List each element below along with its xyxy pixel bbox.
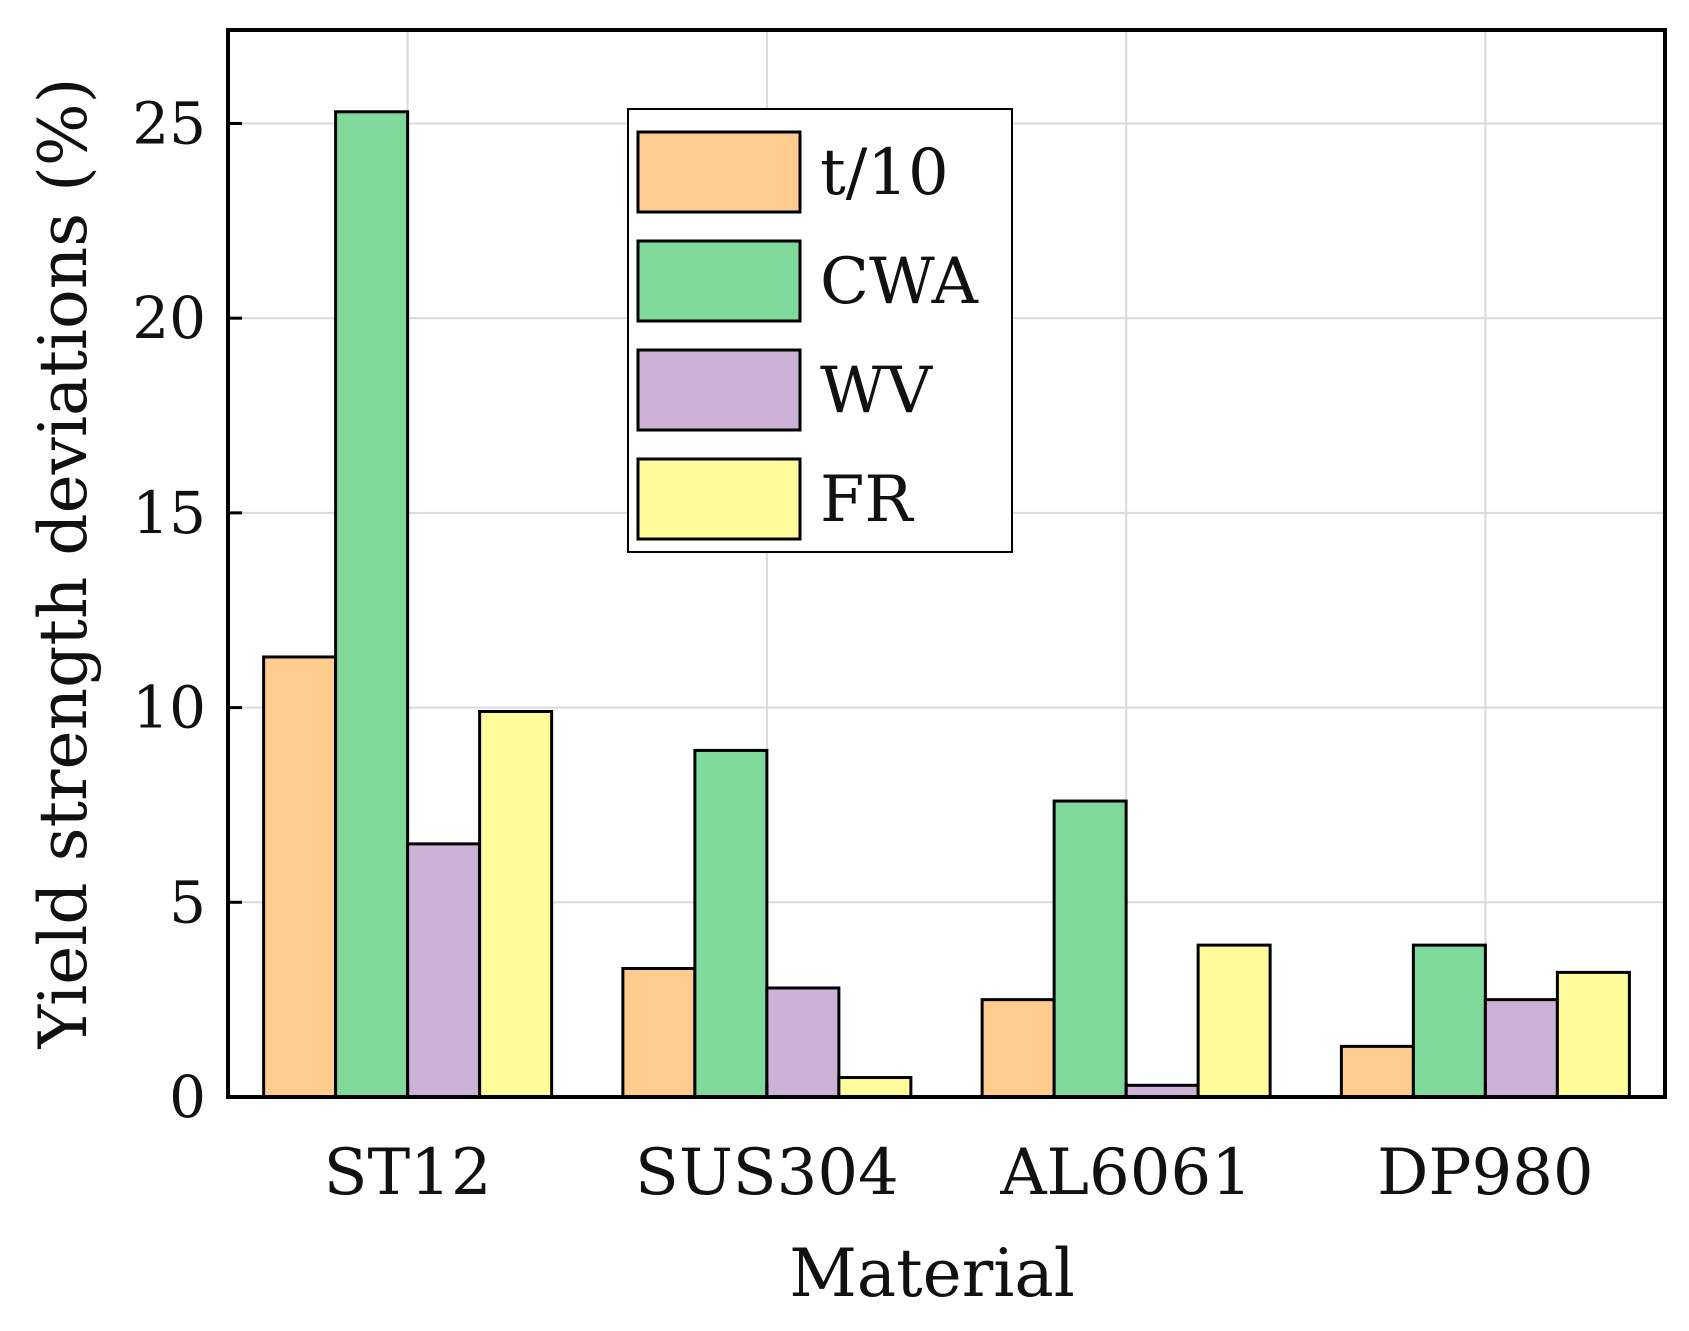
bar-dp980-wv xyxy=(1483,998,1559,1099)
x-tick-label-al6061: AL6061 xyxy=(999,1136,1252,1210)
bar-sus304-fr xyxy=(837,1076,913,1099)
legend: t/10 CWA WV FR xyxy=(627,108,1013,553)
bar-sus304-t-10 xyxy=(621,966,697,1099)
y-tick-label: 20 xyxy=(132,284,206,352)
legend-label-wv: WV xyxy=(820,354,934,428)
bar-al6061-cwa xyxy=(1052,799,1128,1099)
plot-frame xyxy=(226,28,1667,1099)
x-axis-ticks: ST12 SUS304 AL6061 DP980 xyxy=(324,1083,1594,1210)
y-axis-ticks: 0 5 10 15 20 25 xyxy=(132,89,242,1131)
y-tick-label: 15 xyxy=(132,479,206,547)
y-tick-label: 0 xyxy=(169,1063,206,1131)
x-tick-label-sus304: SUS304 xyxy=(635,1136,899,1210)
x-tick-label-dp980: DP980 xyxy=(1377,1136,1594,1210)
legend-swatch-t-10 xyxy=(636,130,802,214)
legend-swatch-cwa xyxy=(636,239,802,323)
bar-dp980-t-10 xyxy=(1339,1044,1415,1099)
bar-st12-t-10 xyxy=(262,655,338,1099)
x-axis-title: Material xyxy=(789,1235,1075,1312)
bar-st12-cwa xyxy=(334,110,410,1099)
legend-label-t-10: t/10 xyxy=(820,136,949,210)
bar-st12-wv xyxy=(406,842,482,1099)
bar-st12-fr xyxy=(478,709,554,1099)
bars xyxy=(262,110,1631,1099)
bar-al6061-fr xyxy=(1196,943,1272,1099)
y-tick-label: 25 xyxy=(132,89,206,157)
legend-label-cwa: CWA xyxy=(820,245,979,319)
x-tick-label-st12: ST12 xyxy=(324,1136,492,1210)
bar-dp980-fr xyxy=(1555,970,1631,1099)
y-axis-title: Yield strength deviations (%) xyxy=(25,78,102,1050)
bar-al6061-t-10 xyxy=(980,998,1056,1099)
legend-swatch-fr xyxy=(636,457,802,541)
y-tick-label: 10 xyxy=(132,674,206,742)
bar-sus304-cwa xyxy=(693,748,769,1099)
bar-sus304-wv xyxy=(765,986,841,1099)
legend-label-fr: FR xyxy=(820,463,914,537)
y-tick-label: 5 xyxy=(169,868,206,936)
bar-dp980-cwa xyxy=(1411,943,1487,1099)
legend-swatch-wv xyxy=(636,348,802,432)
